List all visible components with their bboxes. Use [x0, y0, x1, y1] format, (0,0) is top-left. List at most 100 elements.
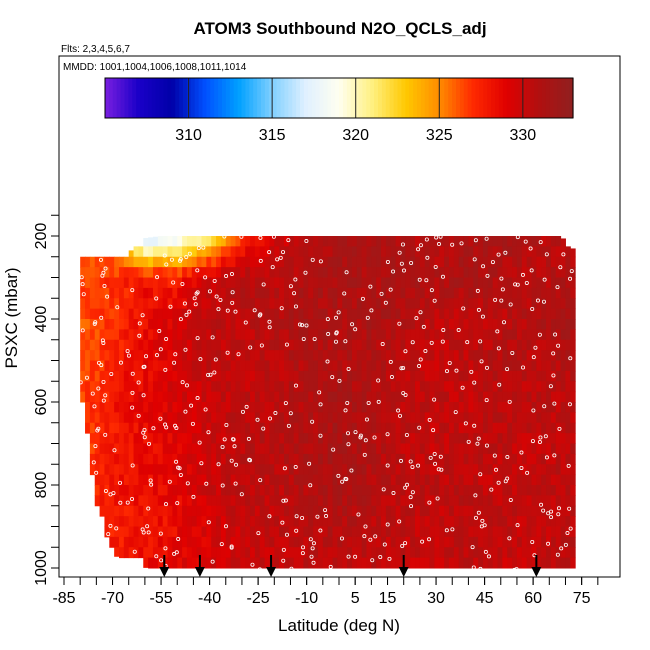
- heatmap-cell: [385, 236, 392, 247]
- heatmap-cell: [497, 516, 503, 528]
- heatmap-cell: [288, 495, 295, 507]
- heatmap-cell: [109, 526, 115, 538]
- heatmap-cell: [114, 453, 120, 465]
- heatmap-cell: [337, 329, 343, 341]
- heatmap-cell: [507, 526, 513, 538]
- sample-point: [189, 403, 194, 408]
- heatmap-cell: [196, 453, 202, 465]
- heatmap-cell: [521, 505, 528, 517]
- heatmap-cell: [376, 557, 382, 569]
- heatmap-cell: [235, 329, 241, 341]
- heatmap-cell: [439, 485, 445, 496]
- heatmap-cell: [167, 443, 173, 455]
- heatmap-cell: [254, 557, 261, 569]
- colorbar-slice: [444, 78, 449, 118]
- sample-point: [286, 423, 291, 428]
- heatmap-cell: [167, 370, 173, 382]
- heatmap-cell: [259, 422, 266, 434]
- heatmap-cell: [269, 443, 275, 455]
- heatmap-cell: [128, 256, 135, 268]
- heatmap-cell: [478, 485, 484, 496]
- sample-point: [373, 534, 378, 539]
- heatmap-cell: [385, 308, 392, 320]
- sample-point: [494, 467, 499, 472]
- heatmap-cell: [381, 557, 387, 569]
- heatmap-cell: [492, 287, 499, 299]
- heatmap-cell: [453, 246, 460, 258]
- heatmap-cell: [279, 516, 285, 528]
- heatmap-cell: [516, 505, 523, 517]
- heatmap-cell: [458, 547, 465, 559]
- heatmap-cell: [186, 464, 193, 476]
- heatmap-cell: [444, 422, 450, 434]
- heatmap-cell: [186, 391, 193, 403]
- heatmap-cell: [94, 360, 101, 372]
- heatmap-cell: [531, 422, 537, 434]
- heatmap-cell: [89, 319, 96, 330]
- heatmap-cell: [366, 474, 372, 486]
- heatmap-cell: [541, 453, 547, 465]
- sample-point: [288, 411, 293, 416]
- heatmap-cell: [444, 287, 450, 299]
- heatmap-cell: [308, 443, 314, 455]
- heatmap-cell: [245, 443, 251, 455]
- heatmap-cell: [419, 516, 426, 528]
- sample-point: [198, 357, 203, 362]
- heatmap-cell: [308, 360, 314, 372]
- heatmap-cell: [507, 453, 513, 465]
- heatmap-cell: [206, 256, 212, 268]
- heatmap-cell: [162, 236, 169, 247]
- heatmap-cell: [85, 402, 91, 413]
- heatmap-cell: [279, 536, 285, 548]
- heatmap-cell: [152, 443, 159, 455]
- heatmap-cell: [410, 402, 416, 413]
- heatmap-cell: [196, 547, 202, 559]
- heatmap-cell: [565, 547, 571, 559]
- heatmap-cell: [565, 433, 571, 445]
- sample-point: [350, 322, 355, 327]
- heatmap-cell: [240, 256, 246, 268]
- heatmap-cell: [565, 370, 571, 382]
- heatmap-cell: [284, 308, 290, 320]
- heatmap-cell: [507, 256, 513, 268]
- heatmap-cell: [259, 381, 266, 393]
- heatmap-cell: [235, 536, 241, 548]
- heatmap-cell: [225, 256, 232, 268]
- heatmap-cell: [327, 246, 334, 258]
- heatmap-cell: [313, 495, 319, 507]
- heatmap-cell: [298, 277, 304, 289]
- sample-point: [372, 435, 377, 440]
- colorbar-slice: [350, 78, 356, 118]
- sample-point: [257, 567, 262, 572]
- heatmap-cell: [230, 516, 236, 528]
- heatmap-cell: [546, 516, 552, 528]
- heatmap-cell: [565, 443, 571, 455]
- heatmap-cell: [497, 267, 503, 279]
- heatmap-cell: [327, 485, 334, 496]
- sample-point: [174, 426, 179, 431]
- heatmap-cell: [317, 350, 324, 362]
- heatmap-cell: [356, 391, 363, 403]
- heatmap-cell: [94, 339, 101, 351]
- heatmap-cell: [264, 443, 270, 455]
- heatmap-cell: [478, 536, 484, 548]
- heatmap-cell: [230, 381, 236, 393]
- heatmap-cell: [308, 433, 314, 445]
- heatmap-cell: [109, 298, 115, 310]
- heatmap-cell: [172, 412, 178, 424]
- heatmap-cell: [482, 485, 489, 496]
- heatmap-cell: [381, 256, 387, 268]
- heatmap-cell: [453, 536, 460, 548]
- heatmap-cell: [313, 319, 319, 330]
- heatmap-cell: [327, 370, 334, 382]
- heatmap-cell: [536, 526, 542, 538]
- heatmap-cell: [444, 485, 450, 496]
- heatmap-cell: [526, 391, 532, 403]
- heatmap-cell: [468, 495, 474, 507]
- heatmap-cell: [439, 339, 445, 351]
- heatmap-cell: [405, 267, 411, 279]
- heatmap-cell: [400, 547, 406, 559]
- heatmap-cell: [143, 277, 149, 289]
- heatmap-cell: [114, 360, 120, 372]
- heatmap-cell: [313, 360, 319, 372]
